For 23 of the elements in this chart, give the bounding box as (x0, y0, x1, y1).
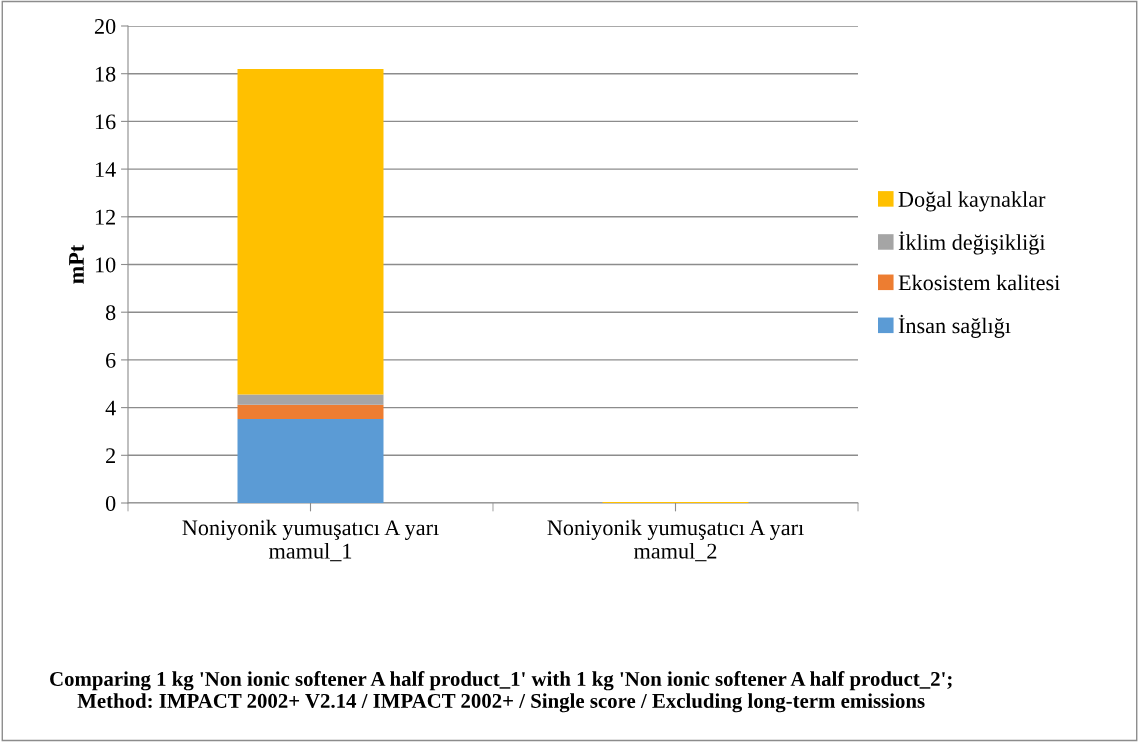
bar (237, 394, 384, 405)
y-tick-label: 20 (94, 18, 116, 34)
x-tick-label: Noniyonik yumuşatıcı A yarı mamul_1 (182, 519, 439, 562)
y-axis-title: mPt (69, 244, 84, 284)
bar (237, 404, 384, 420)
legend-label: Ekosistem kalitesi (898, 274, 1060, 291)
y-tick-label: 10 (95, 257, 116, 273)
legend-label: İklim değişikliği (898, 231, 1046, 255)
y-tick-label: 14 (95, 162, 116, 177)
bar (237, 419, 384, 503)
legend-label: İnsan sağlığı (898, 314, 1011, 338)
text: Comparing 1 kg 'Non ionic softener A half product_1' with 1 kg 'Non ionic softener A half product_2'; Method: IMPACT 2002+ V2.14 / IMPACT 2002+ / Single score / Excluding long-term emissions (50, 671, 952, 713)
y-tick-label: 18 (95, 66, 116, 82)
y-tick-label: 6 (106, 352, 116, 368)
y-tick-label: 12 (95, 209, 115, 225)
y-tick-label: 0 (105, 495, 116, 511)
y-tick-label: 16 (95, 114, 116, 130)
legend-label: Doğal kaynaklar (898, 191, 1046, 212)
y-tick-label: 4 (105, 400, 116, 416)
x-tick-label: Noniyonik yumuşatıcı A yarı mamul_2 (547, 519, 804, 562)
y-tick-label: 2 (106, 448, 115, 464)
bar (237, 68, 384, 395)
y-tick-label: 8 (105, 305, 116, 321)
